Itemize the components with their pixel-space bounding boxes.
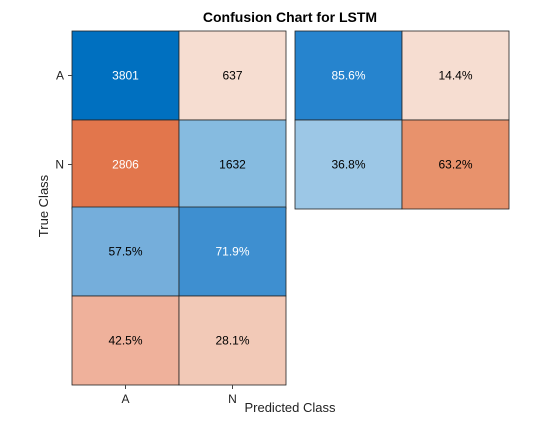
matrix-value-0-1: 637 [222, 69, 242, 83]
row-summary-value-1-1: 63.2% [438, 158, 472, 172]
y-axis-label: True Class [36, 174, 51, 237]
matrix-value-1-0: 2806 [112, 158, 139, 172]
row-summary-cell-0-0 [294, 30, 403, 121]
matrix-cell-0-0 [71, 30, 180, 121]
column-summary-value-1-0: 42.5% [108, 334, 142, 348]
matrix-value-0-0: 3801 [112, 69, 139, 83]
x-axis-label: Predicted Class [244, 400, 336, 415]
row-summary-cell-1-1 [401, 119, 510, 210]
matrix-cell-1-0 [71, 119, 180, 210]
column-summary-cell-1-1 [178, 295, 287, 386]
row-summary-value-1-0: 36.8% [331, 158, 365, 172]
row-summary-cell-0-1 [401, 30, 510, 121]
y-tick-label-0: A [56, 69, 64, 83]
row-summary-value-0-0: 85.6% [331, 69, 365, 83]
y-tick-label-1: N [55, 158, 64, 172]
row-summary-value-0-1: 14.4% [438, 69, 472, 83]
chart-title: Confusion Chart for LSTM [203, 9, 377, 25]
column-summary-value-0-0: 57.5% [108, 245, 142, 259]
x-tick-label-1: N [228, 392, 237, 406]
x-tick-label-0: A [121, 392, 129, 406]
matrix-cell-1-1 [178, 119, 287, 210]
column-summary-value-0-1: 71.9% [215, 245, 249, 259]
column-summary-cell-0-1 [178, 206, 287, 297]
matrix-cell-0-1 [178, 30, 287, 121]
column-summary-value-1-1: 28.1% [215, 334, 249, 348]
matrix-value-1-1: 1632 [219, 158, 246, 172]
row-summary-cell-1-0 [294, 119, 403, 210]
